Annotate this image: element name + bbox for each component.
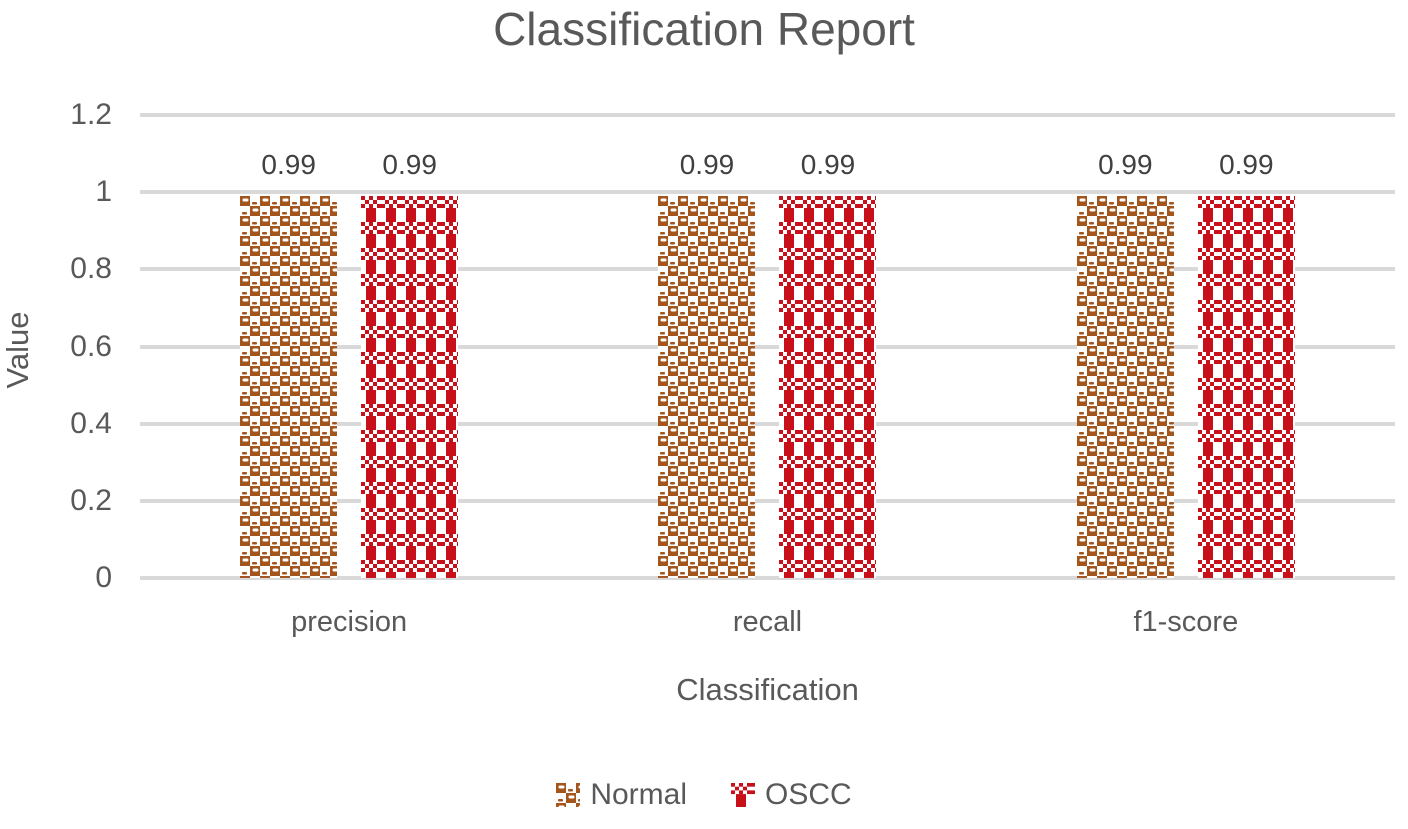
- data-label: 0.99: [800, 149, 856, 181]
- gridline: [140, 499, 1395, 503]
- gridline: [140, 345, 1395, 349]
- data-label: 0.99: [679, 149, 735, 181]
- legend-item-oscc: OSCC: [731, 780, 852, 810]
- bar-cell: 0.99: [658, 115, 756, 578]
- oscc-pattern-swatch-icon: [731, 783, 755, 807]
- y-tick: 1: [95, 175, 112, 208]
- bar-cell: 0.99: [1076, 115, 1174, 578]
- legend-label-oscc: OSCC: [765, 778, 852, 811]
- y-tick: 0: [95, 561, 112, 594]
- gridline: [140, 422, 1395, 426]
- legend-item-normal: Normal: [556, 780, 687, 810]
- bar-group-recall: 0.99 0.99: [558, 115, 976, 578]
- chart-title: Classification Report: [493, 3, 915, 55]
- data-label: 0.99: [261, 149, 316, 181]
- bar-normal-f1-score: [1076, 196, 1174, 578]
- x-axis-title: Classification: [676, 672, 859, 707]
- normal-pattern-swatch-icon: [556, 783, 581, 807]
- x-category-recall: recall: [732, 606, 803, 638]
- bar-cell: 0.99: [240, 115, 338, 578]
- y-tick: 0.6: [70, 330, 112, 363]
- bar-group-f1-score: 0.99 0.99: [977, 115, 1395, 578]
- y-tick: 0.2: [70, 484, 112, 517]
- bar-normal-precision: [240, 196, 338, 578]
- x-category-f1-score: f1-score: [1133, 606, 1239, 638]
- bar-oscc-f1-score: [1197, 196, 1295, 578]
- y-tick: 0.4: [70, 407, 112, 440]
- plot-area: 0.99 0.99 0.99: [140, 113, 1395, 580]
- bar-cell: 0.99: [1197, 115, 1295, 578]
- data-label: 0.99: [1098, 149, 1153, 181]
- legend: Normal OSCC: [0, 780, 1408, 810]
- gridline: [140, 267, 1395, 271]
- x-axis-category-labels: precision recall f1-score: [140, 606, 1395, 639]
- gridline: [140, 190, 1395, 194]
- gridline: [140, 576, 1395, 580]
- bar-cell: 0.99: [779, 115, 877, 578]
- bars: 0.99 0.99 0.99: [140, 115, 1395, 578]
- y-tick: 1.2: [70, 98, 112, 131]
- bar-oscc-precision: [361, 196, 459, 578]
- bar-cell: 0.99: [361, 115, 459, 578]
- data-label: 0.99: [1219, 149, 1274, 181]
- data-label: 0.99: [382, 149, 437, 181]
- legend-label-normal: Normal: [590, 778, 687, 811]
- bar-oscc-recall: [779, 196, 877, 578]
- y-axis-title: Value: [0, 311, 35, 389]
- gridline: [140, 113, 1395, 117]
- bar-normal-recall: [658, 196, 756, 578]
- bar-group-precision: 0.99 0.99: [140, 115, 558, 578]
- y-tick: 0.8: [70, 252, 112, 285]
- x-category-precision: precision: [291, 606, 408, 638]
